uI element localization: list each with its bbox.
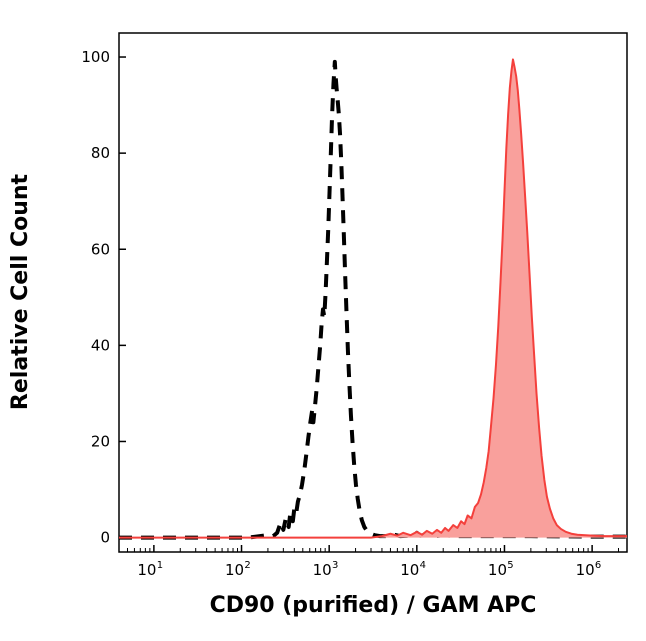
y-tick-label: 20 (91, 432, 110, 450)
x-tick-label: 10 4 (400, 560, 426, 579)
y-tick-label: 0 (100, 529, 110, 547)
x-tick-exponent: 6 (595, 560, 601, 571)
x-tick-base: 10 (137, 561, 156, 579)
x-tick-base: 10 (400, 561, 419, 579)
x-tick-exponent: 5 (507, 560, 513, 571)
x-tick-base: 10 (313, 561, 332, 579)
x-axis-title: CD90 (purified) / GAM APC (210, 593, 537, 618)
y-tick-label: 40 (91, 336, 110, 354)
y-tick-label: 80 (91, 144, 110, 162)
y-tick-label: 60 (91, 240, 110, 258)
x-tick-label: 10 3 (313, 560, 339, 579)
data-series-group (119, 58, 627, 540)
x-tick-exponent: 1 (157, 560, 163, 571)
x-tick-label: 10 6 (576, 560, 602, 579)
x-axis-ticks: 10 1 10 2 10 3 10 4 10 5 10 6 (126, 545, 620, 579)
y-tick-label: 100 (81, 48, 110, 66)
x-tick-base: 10 (488, 561, 507, 579)
x-tick-base: 10 (576, 561, 595, 579)
y-axis-ticks: 0 20 40 60 80 100 (81, 48, 126, 547)
x-tick-label: 10 1 (137, 560, 163, 579)
series-line-cd90-stained (119, 58, 627, 539)
x-tick-base: 10 (225, 561, 244, 579)
x-tick-label: 10 5 (488, 560, 514, 579)
plot-area-border (118, 32, 628, 553)
x-tick-exponent: 2 (244, 560, 250, 571)
series-line-negative-control (119, 59, 627, 540)
x-tick-label: 10 2 (225, 560, 251, 579)
y-axis-title: Relative Cell Count (8, 173, 33, 410)
x-tick-exponent: 3 (332, 560, 338, 571)
x-tick-exponent: 4 (420, 560, 426, 571)
series-fill-cd90-stained (119, 59, 627, 538)
